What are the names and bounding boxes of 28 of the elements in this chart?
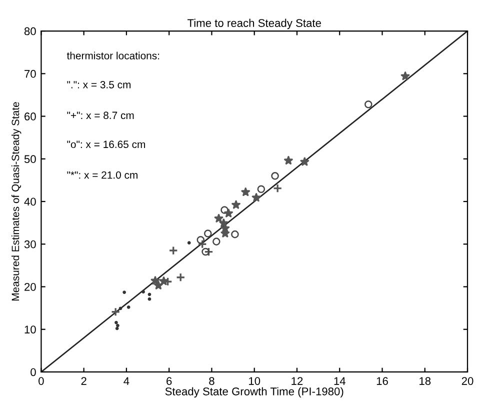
y-tick-label: 0 [30, 368, 36, 376]
x-tick-label: 4 [124, 377, 130, 385]
y-tick-label: 50 [24, 155, 36, 164]
annotation: "+": x = 8.7 cm [67, 112, 134, 120]
annotation: ".": x = 3.5 cm [67, 81, 131, 88]
x-tick-label: 18 [420, 377, 431, 385]
y-tick-label: 70 [24, 70, 36, 78]
x-tick-label: 10 [249, 377, 260, 385]
y-axis-title: Measured Estimates of Quasi-Steady State [11, 102, 22, 301]
x-tick-label: 6 [166, 377, 172, 385]
x-tick-label: 20 [462, 377, 474, 385]
y-tick-label: 40 [24, 198, 36, 206]
x-tick-label: 16 [376, 377, 388, 385]
y-tick-label: 10 [24, 326, 36, 334]
annotation: "*": x = 21.0 cm [67, 171, 138, 179]
annotation: "o": x = 16.65 cm [67, 140, 145, 148]
y-tick-label: 20 [24, 283, 36, 291]
x-axis-title: Steady State Growth Time (PI-1980) [165, 387, 344, 398]
x-tick-label: 8 [209, 377, 214, 385]
chart-title: Time to reach Steady State [187, 18, 321, 30]
y-tick-label: 30 [24, 240, 36, 248]
y-tick-label: 80 [24, 27, 36, 36]
y-tick-label: 60 [24, 112, 36, 120]
x-tick-label: 2 [81, 377, 86, 385]
x-tick-label: 14 [334, 377, 346, 385]
x-tick-label: 0 [38, 377, 44, 385]
x-tick-label: 12 [292, 377, 303, 385]
annotation: thermistor locations: [66, 52, 160, 60]
